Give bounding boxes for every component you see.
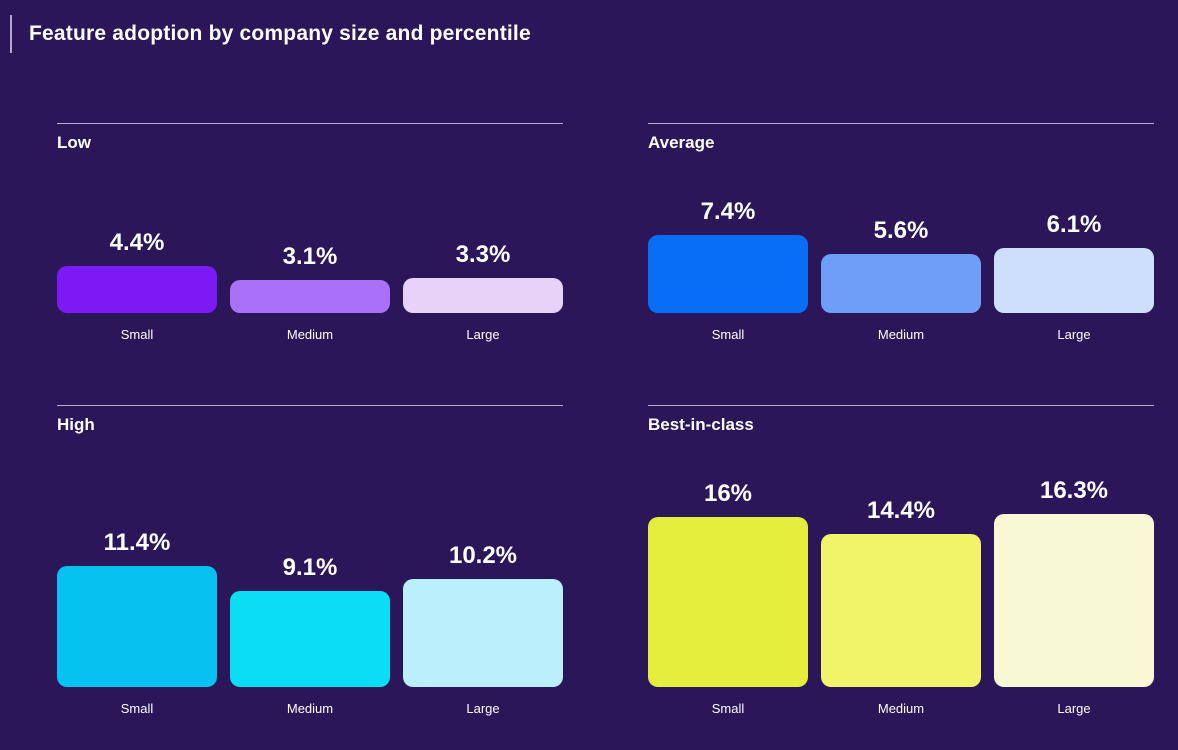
bar-chart-average: 7.4% 5.6% 6.1% [648, 153, 1154, 313]
category-label: Medium [286, 701, 334, 716]
category-label: Small [120, 327, 154, 342]
bar-low-medium [230, 280, 390, 313]
header: Feature adoption by company size and per… [0, 0, 1178, 56]
bar-average-large [994, 248, 1154, 313]
value-label: 10.2% [448, 541, 518, 569]
category-axis: Small Medium Large [57, 701, 563, 716]
panel-high: High 11.4% 9.1% 10.2% Small Medium Large [57, 405, 563, 716]
value-label: 9.1% [282, 553, 338, 581]
category-axis: Small Medium Large [648, 327, 1154, 342]
bar-high-small [57, 566, 217, 687]
bar-average-medium [821, 253, 981, 313]
value-label: 3.3% [455, 241, 511, 269]
bar-group-low-medium: 3.1% [230, 243, 390, 313]
value-label: 4.4% [109, 229, 165, 257]
bar-group-high-medium: 9.1% [230, 554, 390, 687]
category-label: Small [711, 327, 745, 342]
bar-high-large [403, 578, 563, 687]
category-axis: Small Medium Large [57, 327, 563, 342]
bar-low-large [403, 278, 563, 313]
bar-group-high-small: 11.4% [57, 529, 217, 687]
value-label: 16% [703, 480, 753, 508]
bar-group-average-small: 7.4% [648, 198, 808, 313]
value-label: 5.6% [873, 216, 929, 244]
panel-separator [57, 405, 563, 406]
bar-group-average-large: 6.1% [994, 211, 1154, 313]
chart-grid: Low 4.4% 3.1% 3.3% Small Medium Large Av… [0, 123, 1178, 716]
panel-title: High [57, 415, 95, 434]
category-label: Large [466, 701, 500, 716]
value-label: 6.1% [1046, 211, 1102, 239]
bar-best-medium [821, 534, 981, 687]
category-label: Medium [286, 327, 334, 342]
category-label: Large [466, 327, 500, 342]
value-label: 14.4% [866, 497, 936, 525]
category-label: Small [711, 701, 745, 716]
panel-low: Low 4.4% 3.1% 3.3% Small Medium Large [57, 123, 563, 342]
category-label: Large [1057, 327, 1091, 342]
bar-high-medium [230, 590, 390, 687]
bar-low-small [57, 266, 217, 313]
page-title: Feature adoption by company size and per… [29, 22, 531, 45]
value-label: 16.3% [1039, 477, 1109, 505]
panel-title: Average [648, 133, 715, 152]
bar-group-best-small: 16% [648, 480, 808, 687]
value-label: 11.4% [103, 529, 171, 557]
bar-group-high-large: 10.2% [403, 542, 563, 687]
value-label: 7.4% [700, 197, 756, 225]
panel-best-in-class: Best-in-class 16% 14.4% 16.3% Small Medi… [648, 405, 1154, 716]
bar-chart-low: 4.4% 3.1% 3.3% [57, 153, 563, 313]
category-label: Large [1057, 701, 1091, 716]
bar-group-best-medium: 14.4% [821, 497, 981, 687]
category-label: Medium [877, 701, 925, 716]
bar-chart-high: 11.4% 9.1% 10.2% [57, 435, 563, 687]
panel-average: Average 7.4% 5.6% 6.1% Small Medium Larg… [648, 123, 1154, 342]
panel-separator [648, 405, 1154, 406]
value-label: 3.1% [282, 243, 338, 271]
title-accent-bar [10, 15, 12, 53]
category-axis: Small Medium Large [648, 701, 1154, 716]
category-label: Small [120, 701, 154, 716]
bar-group-best-large: 16.3% [994, 477, 1154, 687]
bar-group-low-large: 3.3% [403, 241, 563, 313]
bar-best-large [994, 514, 1154, 687]
bar-group-average-medium: 5.6% [821, 217, 981, 313]
panel-separator [648, 123, 1154, 124]
bar-group-low-small: 4.4% [57, 229, 217, 313]
bar-best-small [648, 517, 808, 687]
bar-average-small [648, 234, 808, 313]
category-label: Medium [877, 327, 925, 342]
panel-title: Best-in-class [648, 415, 754, 434]
panel-separator [57, 123, 563, 124]
bar-chart-best-in-class: 16% 14.4% 16.3% [648, 435, 1154, 687]
panel-title: Low [57, 133, 91, 152]
